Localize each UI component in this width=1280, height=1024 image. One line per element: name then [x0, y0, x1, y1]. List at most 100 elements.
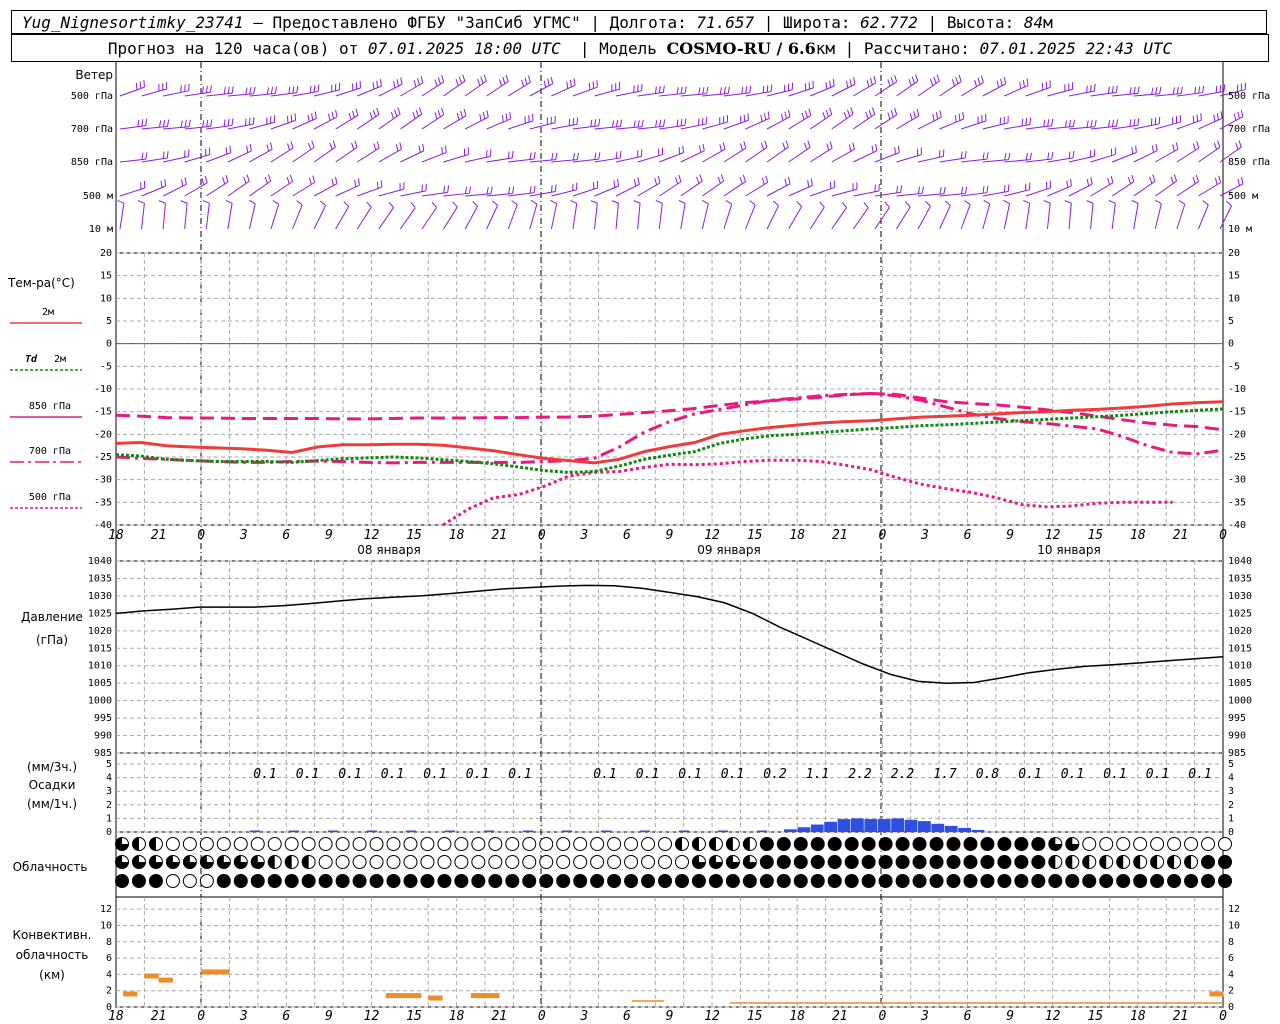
wind-barb: [464, 74, 487, 97]
wind-barb: [529, 184, 557, 197]
cloud-symbol: [437, 837, 452, 851]
wind-barb: [1198, 140, 1221, 163]
wind-barb: [1133, 116, 1161, 130]
precip-bar: [958, 827, 971, 832]
cloud-symbol: [878, 874, 893, 888]
cloud-symbol: [352, 874, 367, 888]
wind-barb: [443, 74, 466, 97]
precip-trace: [250, 830, 260, 832]
wind-barb: [637, 85, 665, 97]
cloud-symbol: [1218, 855, 1232, 869]
temp-ytick-right: -25: [1228, 452, 1246, 463]
y-ticks: -40 -40 -35 -35 -30 -30 -25 -25 -20 -20 -15 -15 -10 -…: [88, 248, 1252, 1013]
wind-barb: [655, 200, 663, 230]
temp-ytick-right: 10: [1228, 293, 1240, 304]
precip-bar: [931, 823, 945, 832]
wind-barb: [590, 200, 598, 230]
cloud-symbol: [810, 874, 825, 888]
hour-tick: 0: [197, 528, 205, 543]
wind-barb: [292, 84, 320, 97]
conv-ytick-left: 10: [100, 920, 112, 931]
model-label: Модель: [599, 38, 657, 58]
wind-barb: [1219, 82, 1246, 97]
press-ytick-left: 1035: [88, 573, 112, 584]
press-ytick-right: 1030: [1228, 591, 1252, 602]
wind-barb: [1004, 117, 1032, 130]
cloud-symbol: [997, 874, 1012, 888]
wind-barb: [400, 107, 423, 130]
cloud-symbol: [590, 837, 605, 851]
cloud-symbol: [912, 855, 927, 869]
precip-trace: [718, 830, 728, 832]
conv-ytick-right: 6: [1228, 953, 1234, 964]
wind-barb: [702, 174, 725, 197]
wind-barb: [810, 180, 836, 197]
wind-barb: [248, 199, 256, 230]
cloud-symbol: [691, 874, 706, 888]
wind-barb: [1108, 200, 1116, 230]
wind-barb: [270, 113, 297, 130]
cloud-symbol: [437, 855, 452, 869]
cloud-symbol: [674, 837, 689, 851]
wind-barb: [658, 174, 682, 197]
precip-3h-label: 0.1: [296, 767, 319, 782]
wind-barb: [249, 115, 276, 130]
press-ytick-right: 1010: [1228, 661, 1252, 672]
hour-tick-bottom: 21: [1173, 1009, 1189, 1024]
wind-barb: [874, 185, 903, 197]
wind-barb: [570, 199, 578, 230]
wind-barb: [702, 115, 728, 130]
legend-td-label: 2м: [54, 354, 66, 365]
wind-barb: [1219, 200, 1233, 230]
cloud-symbol: [1014, 874, 1029, 888]
press-ytick-left: 1040: [88, 556, 112, 567]
series-pressure: [115, 584, 1224, 684]
wind-barb: [831, 77, 856, 97]
press-ytick-left: 1020: [88, 626, 112, 637]
precip-ytick-right: 3: [1228, 786, 1234, 797]
wind-barb: [572, 180, 599, 197]
wind-barb: [249, 174, 272, 197]
cloud-symbol: [131, 837, 146, 851]
wind-barb: [357, 180, 383, 197]
temp-ytick-right: -20: [1228, 429, 1246, 440]
conv-ytick-right: 8: [1228, 937, 1234, 948]
wind-barb: [745, 140, 768, 163]
hour-tick: 15: [1087, 528, 1103, 543]
wind-barb: [745, 200, 756, 230]
wind-barb: [399, 201, 416, 230]
temp-ytick-right: -5: [1228, 361, 1240, 372]
conv-title-2: облачность: [16, 948, 89, 962]
hour-tick-bottom: 3: [920, 1009, 929, 1024]
cloud-symbol: [607, 874, 622, 888]
wind-barb: [1112, 118, 1140, 130]
cloud-symbol: [488, 874, 503, 888]
wind-barb: [465, 186, 493, 197]
cloud-symbol: [301, 837, 316, 851]
conv-ytick-left: 4: [106, 969, 112, 980]
wind-level-right: 500 м: [1228, 191, 1258, 202]
wind-barb: [421, 107, 445, 130]
wind-barb: [982, 152, 1011, 163]
cloud-symbol: [471, 855, 486, 869]
cloud-symbol: [250, 855, 265, 869]
cloud-symbol: [691, 837, 706, 851]
wind-barb: [831, 201, 847, 230]
wind-barb: [292, 111, 317, 130]
cloud-symbol: [861, 874, 876, 888]
precip-bar: [918, 821, 931, 832]
lon-label: Долгота:: [609, 12, 687, 32]
wind-barb: [1155, 86, 1183, 97]
cloud-symbol: [335, 837, 350, 851]
cloud-symbol: [115, 874, 129, 888]
wind-barb: [507, 75, 531, 97]
cloud-symbol: [556, 837, 571, 851]
hour-tick-bottom: 9: [325, 1009, 333, 1024]
precip-3h-label: 0.1: [1188, 767, 1211, 782]
cloud-symbol: [369, 855, 384, 869]
cloud-title: Облачность: [13, 860, 88, 874]
temp-ytick-left: -15: [94, 407, 112, 418]
cloud-symbol: [844, 855, 859, 869]
conv-ytick-right: 2: [1228, 986, 1234, 997]
wind-level-right: 10 м: [1228, 224, 1252, 235]
